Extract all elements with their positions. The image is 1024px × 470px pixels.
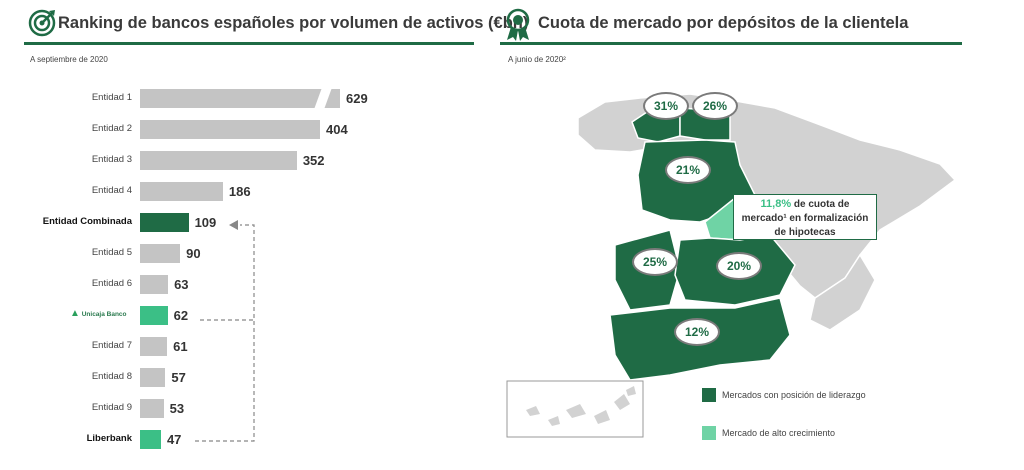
bar xyxy=(140,399,164,418)
right-panel-title: Cuota de mercado por depósitos de la cli… xyxy=(538,14,909,32)
target-icon xyxy=(28,9,56,37)
bar-value-label: 109 xyxy=(194,215,217,230)
legend-swatch-leadership xyxy=(702,388,716,402)
callout-line1: de cuota de xyxy=(793,199,850,210)
bar xyxy=(140,430,161,449)
region-share-bubble: 25% xyxy=(632,248,678,276)
bar-category-label: Entidad 8 xyxy=(91,371,132,382)
region-share-bubble: 26% xyxy=(692,92,738,120)
bar xyxy=(140,151,297,170)
right-title-rule xyxy=(500,42,962,45)
bar-value-label: 57 xyxy=(171,370,186,385)
bar-category-label: Entidad 9 xyxy=(91,402,132,413)
legend-label-high-growth: Mercado de alto crecimiento xyxy=(722,428,836,438)
bar xyxy=(140,182,223,201)
bar-category-label: Entidad 2 xyxy=(91,123,132,134)
bar-category-label: Entidad 3 xyxy=(91,154,132,165)
map-region-grey-east xyxy=(809,253,876,331)
left-title-rule xyxy=(24,42,474,45)
bar-value-label: 63 xyxy=(174,277,189,292)
callout-line3: de hipotecas xyxy=(774,227,836,238)
region-share-bubble: 31% xyxy=(643,92,689,120)
left-panel-title: Ranking de bancos españoles por volumen … xyxy=(58,14,529,32)
left-panel-subtitle: A septiembre de 2020 xyxy=(30,55,108,64)
bar-value-label: 53 xyxy=(169,401,185,416)
bar-category-label: Liberbank xyxy=(86,433,132,444)
bar-value-label: 629 xyxy=(346,91,368,106)
legend-label-leadership: Mercados con posición de liderazgo xyxy=(722,390,866,400)
bar-value-label: 186 xyxy=(228,184,251,199)
arrow-head-icon xyxy=(229,220,238,230)
bar-value-label: 90 xyxy=(186,246,201,261)
bar xyxy=(140,244,181,263)
region-share-bubble: 21% xyxy=(665,156,711,184)
bar-value-label: 62 xyxy=(173,308,189,323)
bar-value-label: 61 xyxy=(173,339,188,354)
award-ribbon-icon xyxy=(506,8,530,41)
bar-category-label: Entidad 6 xyxy=(91,278,132,289)
legend-swatch-high-growth xyxy=(702,426,716,440)
bar xyxy=(140,213,189,232)
bar xyxy=(140,275,169,294)
bar xyxy=(140,368,166,387)
bar-category-label: Entidad 1 xyxy=(91,92,132,103)
unicaja-logo: ▲ Unicaja Banco xyxy=(70,308,127,319)
canary-islands-inset xyxy=(506,380,644,438)
bar-category-label: Entidad 4 xyxy=(91,185,132,196)
region-share-bubble: 20% xyxy=(716,252,762,280)
bar-category-label: Entidad Combinada xyxy=(42,216,132,227)
right-panel-subtitle: A junio de 2020² xyxy=(508,55,566,64)
callout-line2: mercado¹ en formalización xyxy=(741,213,869,224)
bank-ranking-chart: Entidad 1 629 Entidad 2 404 Entidad 3 352 Enti… xyxy=(0,0,480,470)
bar-category-label: Entidad 7 xyxy=(91,340,132,351)
callout-highlight: 11,8% xyxy=(760,198,792,210)
bar xyxy=(140,89,340,108)
bar xyxy=(140,120,320,139)
bar-value-label: 47 xyxy=(166,432,182,447)
mortgage-share-callout: 11,8% de cuota de mercado¹ en formalizac… xyxy=(733,194,877,240)
bar-category-label: Entidad 5 xyxy=(91,247,132,258)
region-share-bubble: 12% xyxy=(674,318,720,346)
dashed-connector xyxy=(195,220,255,442)
bar-value-label: 404 xyxy=(326,122,348,137)
bar xyxy=(140,306,168,325)
bar-value-label: 352 xyxy=(302,153,325,168)
bar xyxy=(140,337,168,356)
